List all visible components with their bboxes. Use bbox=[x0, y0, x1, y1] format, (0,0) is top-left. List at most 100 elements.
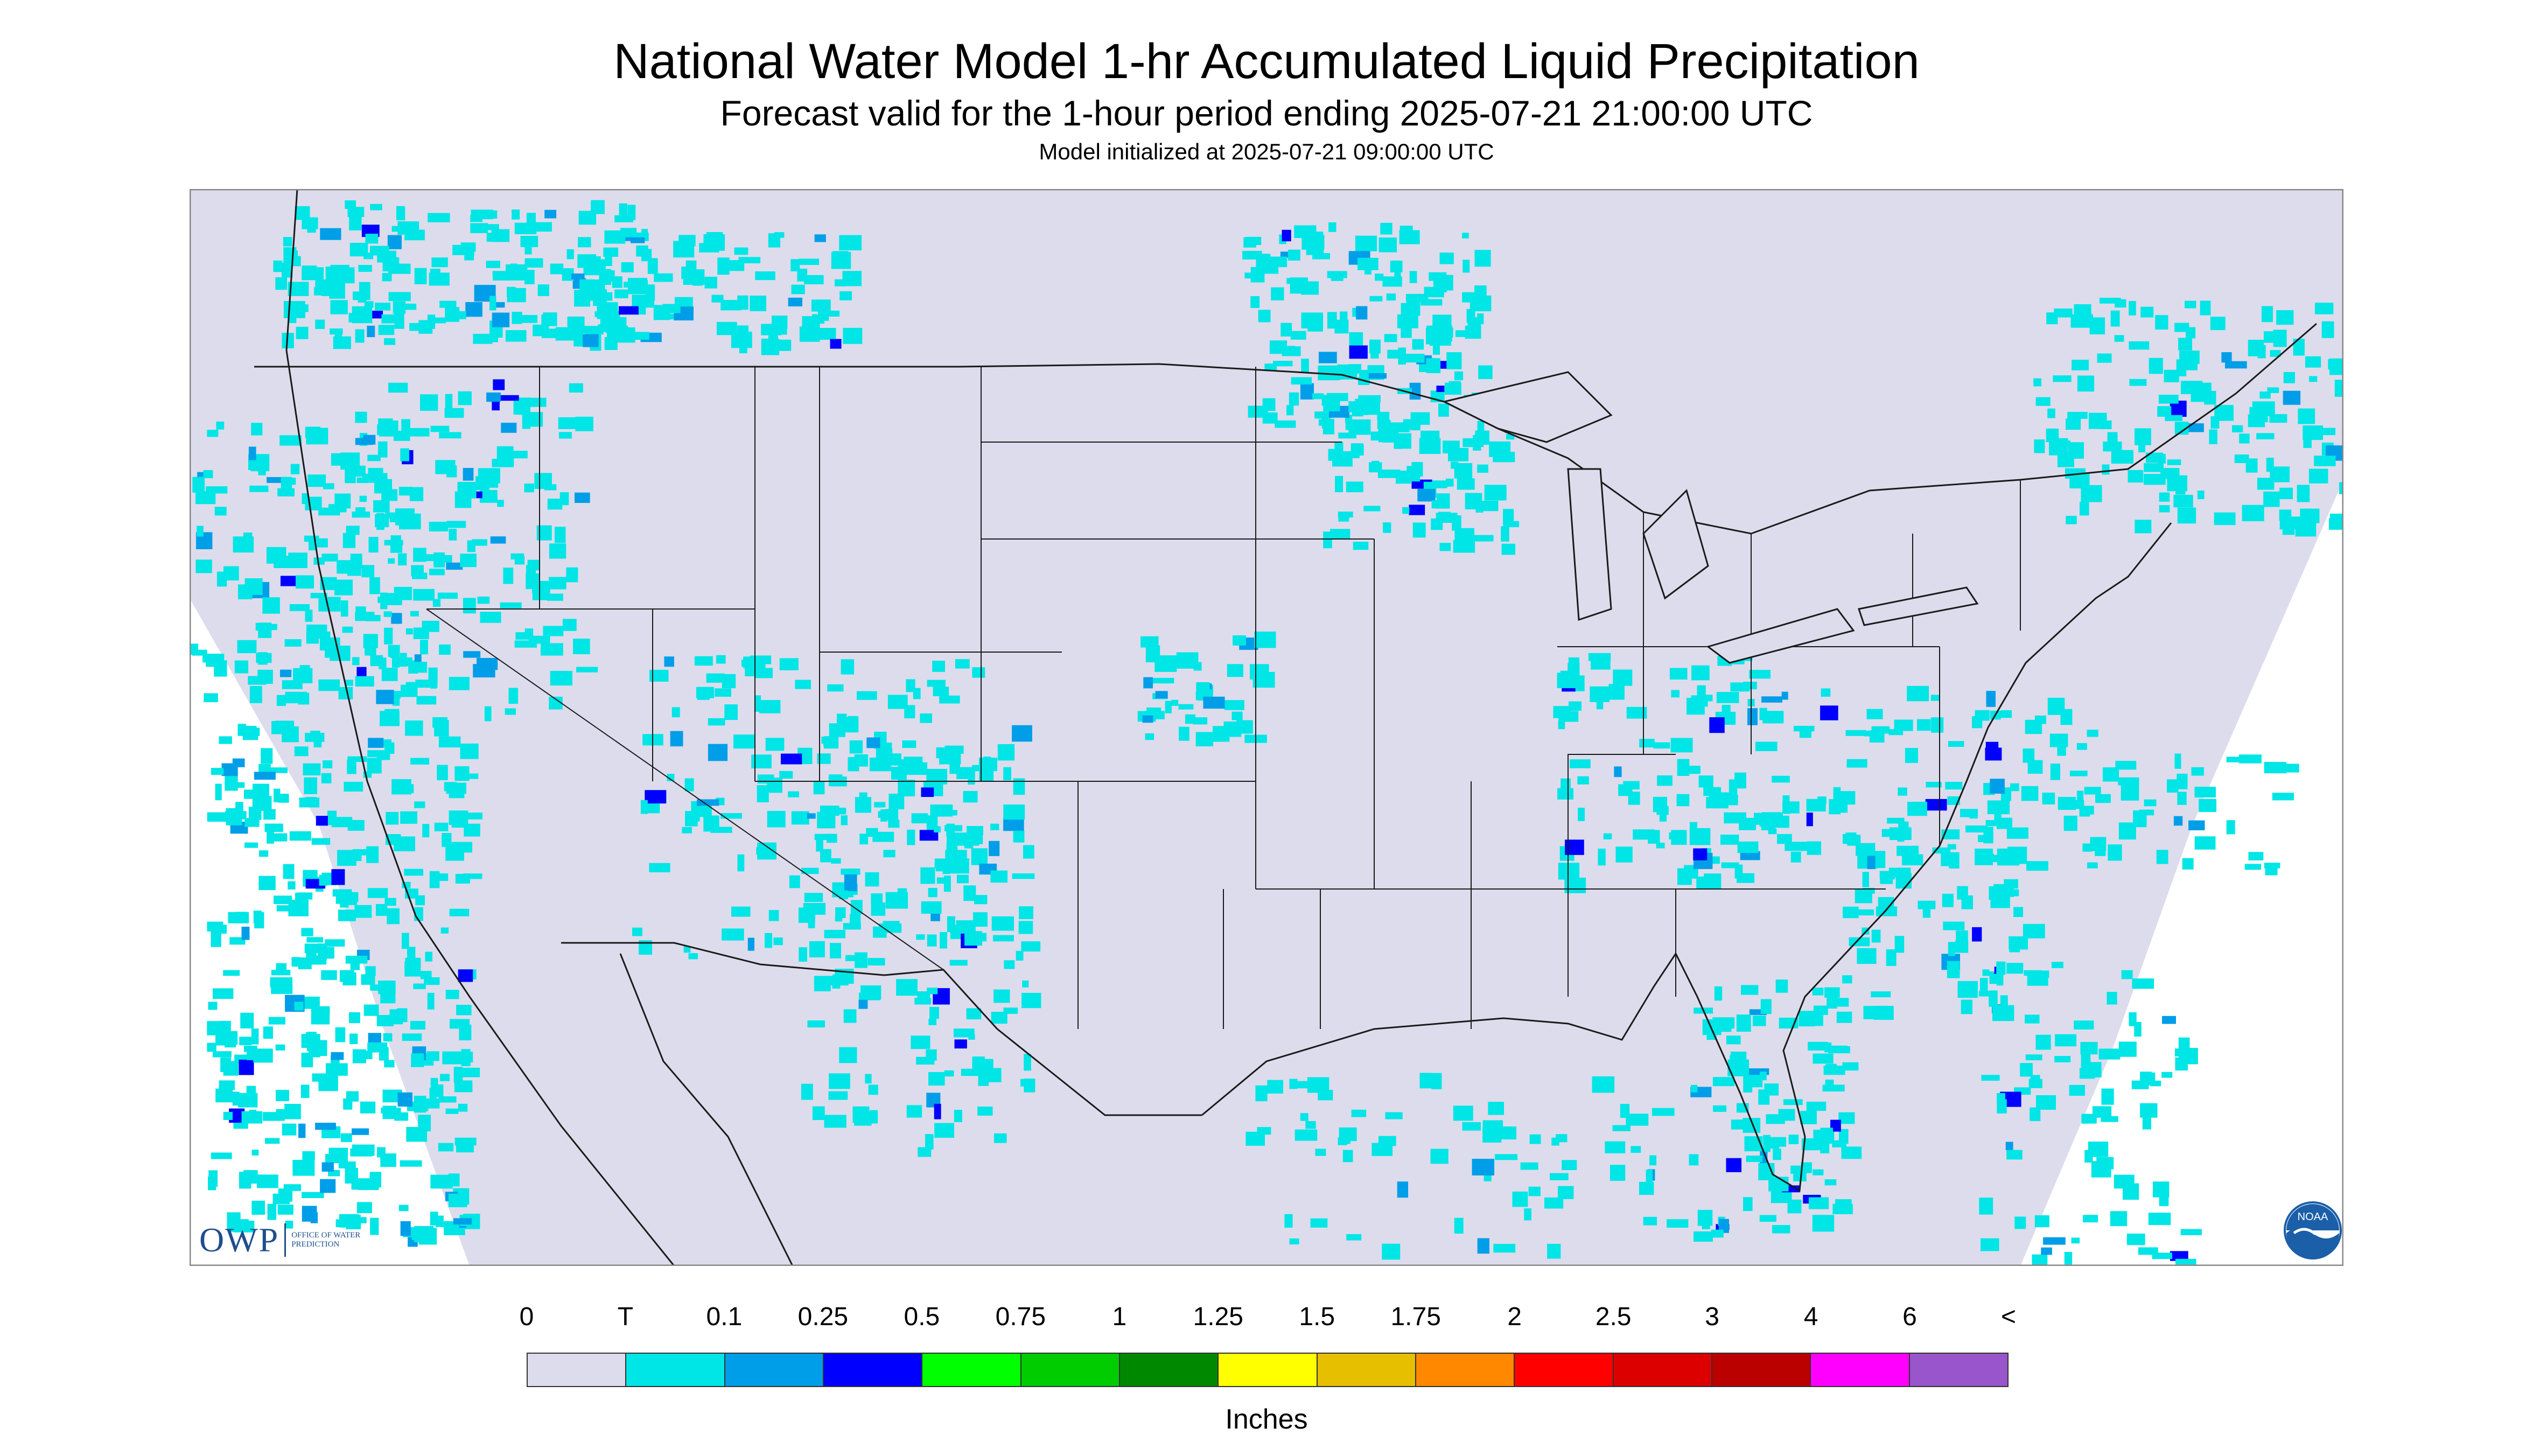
precip-cell bbox=[604, 337, 618, 350]
precip-cell bbox=[273, 833, 288, 842]
precip-cell bbox=[457, 482, 477, 499]
precip-cell bbox=[1412, 339, 1424, 350]
precip-cell bbox=[428, 213, 450, 222]
precip-cell bbox=[843, 923, 861, 930]
legend-tick-label: 4 bbox=[1803, 1303, 1818, 1331]
precip-cell bbox=[827, 834, 837, 843]
precip-cell bbox=[321, 554, 338, 562]
precip-cell bbox=[1734, 772, 1746, 789]
precip-cell bbox=[1370, 342, 1379, 359]
precip-cell bbox=[2088, 412, 2107, 429]
precip-cell bbox=[343, 851, 362, 862]
precip-cell bbox=[382, 272, 392, 282]
precip-cell bbox=[356, 667, 367, 680]
precip-cell bbox=[276, 1109, 297, 1115]
precip-cell bbox=[458, 1139, 472, 1146]
precip-cell bbox=[212, 988, 234, 999]
precip-cell bbox=[2096, 1157, 2114, 1170]
precip-cell bbox=[620, 228, 637, 237]
precip-cell bbox=[409, 323, 427, 331]
precip-cell bbox=[1657, 775, 1673, 786]
canada-us-border bbox=[254, 323, 2317, 535]
precip-cell bbox=[2179, 351, 2200, 364]
precip-cell bbox=[916, 934, 925, 940]
precip-cell bbox=[1693, 848, 1708, 860]
precip-cell bbox=[445, 990, 459, 999]
precip-cell bbox=[2082, 843, 2093, 852]
precip-cell bbox=[2140, 1103, 2158, 1118]
precip-cell bbox=[493, 379, 505, 390]
precip-cell bbox=[344, 680, 353, 686]
precip-cell bbox=[342, 972, 356, 986]
precip-cell bbox=[514, 556, 525, 565]
precip-cell bbox=[352, 1144, 375, 1156]
precip-cell bbox=[263, 1026, 273, 1039]
precip-cell bbox=[229, 937, 246, 945]
precip-cell bbox=[397, 1092, 412, 1107]
precip-cell bbox=[619, 306, 639, 315]
precip-cell bbox=[328, 1170, 340, 1177]
precip-cell bbox=[310, 731, 320, 741]
precip-cell bbox=[319, 874, 328, 886]
precip-cell bbox=[227, 782, 245, 788]
precip-cell bbox=[2054, 308, 2073, 318]
precip-cell bbox=[1488, 1102, 1504, 1115]
precip-cell bbox=[1018, 921, 1033, 934]
precip-cell bbox=[2006, 1150, 2023, 1160]
precip-cell bbox=[1867, 856, 1876, 870]
precip-cell bbox=[750, 655, 772, 664]
precip-cell bbox=[963, 885, 976, 901]
precip-cell bbox=[226, 808, 242, 825]
precip-cell bbox=[2279, 487, 2293, 499]
precip-cell bbox=[276, 963, 287, 973]
precip-cell bbox=[384, 898, 396, 906]
precip-cell bbox=[1990, 779, 2005, 794]
precip-cell bbox=[801, 867, 819, 874]
precip-cell bbox=[424, 977, 440, 985]
precip-cell bbox=[451, 311, 466, 319]
precip-cell bbox=[768, 909, 779, 921]
precip-cell bbox=[401, 684, 418, 697]
precip-cell bbox=[544, 209, 557, 219]
precip-cell bbox=[1335, 475, 1344, 493]
precip-cell bbox=[2072, 360, 2089, 370]
precip-cell bbox=[1749, 670, 1771, 679]
precip-cell bbox=[296, 326, 309, 339]
precip-cell bbox=[1353, 542, 1369, 550]
precip-cell bbox=[791, 284, 805, 295]
precip-cell bbox=[282, 1123, 297, 1136]
precip-cell bbox=[368, 537, 379, 553]
precip-cell bbox=[370, 655, 383, 667]
precip-cell bbox=[1528, 1186, 1541, 1196]
precip-cell bbox=[632, 927, 642, 936]
precip-cell bbox=[1307, 1077, 1330, 1093]
precip-cell bbox=[232, 758, 245, 767]
precip-cell bbox=[1024, 1054, 1031, 1071]
precip-cell bbox=[437, 592, 458, 599]
precip-cell bbox=[323, 760, 333, 768]
precip-cell bbox=[2032, 1254, 2048, 1266]
precip-cell bbox=[370, 204, 382, 211]
precip-cell bbox=[305, 610, 313, 622]
precip-cell bbox=[388, 292, 411, 302]
precip-cell bbox=[956, 920, 976, 934]
precip-cell bbox=[302, 267, 324, 281]
precip-cell bbox=[251, 423, 263, 436]
legend-tick-label: 1.75 bbox=[1390, 1303, 1441, 1331]
precip-cell bbox=[829, 943, 841, 958]
precip-cell bbox=[1323, 418, 1334, 435]
precip-cell bbox=[571, 327, 584, 338]
precip-cell bbox=[1726, 1158, 1742, 1172]
precip-cell bbox=[302, 217, 318, 229]
precip-cell bbox=[1761, 696, 1782, 703]
precip-cell bbox=[2144, 463, 2164, 472]
precip-cell bbox=[486, 392, 501, 402]
precip-cell bbox=[934, 1123, 954, 1138]
precip-cell bbox=[2035, 1034, 2051, 1050]
precip-cell bbox=[849, 740, 863, 754]
precip-cell bbox=[490, 536, 506, 544]
precip-cell bbox=[1383, 522, 1391, 533]
precip-cell bbox=[997, 744, 1015, 761]
precip-cell bbox=[1631, 1146, 1641, 1153]
precip-cell bbox=[1398, 347, 1406, 365]
